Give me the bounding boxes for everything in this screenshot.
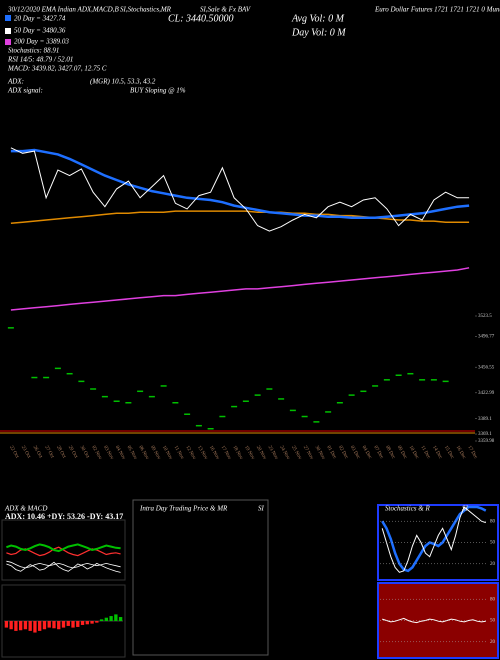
panel-subtitle: SI <box>462 505 469 513</box>
series-line <box>6 543 121 553</box>
macd-bar <box>33 621 37 633</box>
x-tick-label: 17 Dec <box>466 445 478 461</box>
info-text: RSI 14/5: 48.79 / 52.01 <box>7 56 73 64</box>
macd-bar <box>118 617 123 621</box>
series-line <box>381 506 486 573</box>
y-tick-label: 80 <box>490 519 496 524</box>
panel-title: ADX & MACD <box>4 505 47 513</box>
panel-title: Intra Day Trading Price & MR <box>139 505 228 513</box>
x-tick-label: 16 Dec <box>455 445 467 461</box>
info-text: ADX: <box>7 78 24 86</box>
macd-bar <box>114 614 118 621</box>
macd-bar <box>80 621 85 625</box>
info-text: (MGR) 10.5, 53.3, 43.2 <box>90 78 156 86</box>
macd-bar <box>47 621 51 628</box>
y-tick-label: 3422.99 <box>478 391 495 396</box>
macd-bar <box>42 621 47 630</box>
x-tick-label: 11 Nov <box>173 445 185 461</box>
macd-bar <box>52 621 56 629</box>
series-line <box>6 560 121 569</box>
x-tick-label: 02 Dec <box>337 445 349 461</box>
macd-bar <box>76 621 80 627</box>
macd-bar <box>85 621 89 625</box>
series-line <box>10 210 470 225</box>
series-line <box>382 617 486 624</box>
macd-bar <box>66 621 70 626</box>
panel-subtitle: ADX: 10.46 +DY: 53.26 -DY: 43.17 <box>5 512 123 521</box>
x-tick-label: 15 Dec <box>443 445 455 461</box>
macd-bar <box>95 621 99 623</box>
info-text: 30/12/2020 EMA Indian ADX,MACD,B <box>7 6 119 14</box>
x-tick-label: 29 Oct <box>67 445 78 460</box>
info-text: 20 Day = 3427.74 <box>14 15 66 23</box>
info-text: Day Vol: 0 M <box>291 27 346 38</box>
x-tick-label: 28 Oct <box>55 445 66 460</box>
x-tick-label: 07 Dec <box>372 445 384 461</box>
y-tick-label: 80 <box>490 597 496 602</box>
macd-bar <box>57 621 61 630</box>
y-tick-label: 3523.5 <box>478 314 492 319</box>
legend-swatch <box>5 39 11 45</box>
macd-bar <box>9 621 13 630</box>
macd-bar <box>99 619 104 621</box>
info-text: Avg Vol: 0 M <box>291 13 345 24</box>
macd-bar <box>4 621 9 628</box>
y-tick-label: 3369.1 <box>478 432 492 437</box>
macd-bar <box>14 621 18 631</box>
macd-bar <box>38 621 42 631</box>
macd-bar <box>61 621 66 628</box>
info-text: 200 Day = 3389.03 <box>14 38 69 46</box>
x-tick-label: 10 Dec <box>408 445 420 461</box>
intraday-frame <box>132 499 269 656</box>
x-tick-label: 01 Dec <box>325 445 337 461</box>
macd-bar <box>23 621 28 630</box>
info-text: 50 Day = 3480.36 <box>14 27 66 35</box>
info-text: Euro Dollar Futures 1721 1721 1721 0 Mun… <box>374 6 500 14</box>
macd-bar <box>90 621 94 624</box>
x-tick-label: 09 Dec <box>396 445 408 461</box>
x-tick-label: 27 Oct <box>43 445 54 460</box>
series-line <box>10 267 470 311</box>
info-text: SI,Sale & Fx BAV <box>200 6 251 14</box>
panel-title: Stochastics & R <box>385 505 430 513</box>
info-text: ADX signal: <box>7 87 43 95</box>
macd-bar <box>71 621 75 628</box>
legend-swatch <box>5 28 11 34</box>
macd-bar <box>109 616 113 621</box>
x-tick-label: 22 Oct <box>8 445 19 460</box>
info-text: Stochastics: 88.91 <box>8 47 59 55</box>
x-tick-label: 04 Dec <box>361 445 373 461</box>
series-line <box>381 505 487 573</box>
x-tick-label: 11 Dec <box>419 445 431 460</box>
info-text: MACD: 3439.82, 3427.07, 12.75 C <box>7 65 107 73</box>
info-text: SI,Stochastics,MR <box>120 6 172 14</box>
y-tick-label: 20 <box>490 562 496 567</box>
x-tick-label: 23 Oct <box>20 445 31 460</box>
series-line <box>10 147 470 232</box>
x-tick-label: 14 Dec <box>431 445 443 461</box>
y-tick-label: 50 <box>490 619 496 624</box>
x-tick-label: 30 Oct <box>79 445 90 460</box>
y-tick-label: 50 <box>490 541 496 546</box>
macd-frame <box>1 584 126 658</box>
x-tick-label: 26 Oct <box>32 445 43 460</box>
adx-frame <box>1 519 126 581</box>
panel-subtitle: SI <box>258 505 265 513</box>
macd-bar <box>28 621 32 631</box>
y-tick-label: 3456.55 <box>478 365 495 370</box>
y-tick-label: 3496.77 <box>478 335 495 340</box>
y-tick-label: 3359.98 <box>478 439 495 444</box>
info-text: CL: 3440.50000 <box>168 13 234 24</box>
x-tick-label: 03 Dec <box>349 445 361 461</box>
y-tick-label: 3389.1 <box>478 417 492 422</box>
y-tick-label: 20 <box>490 640 496 645</box>
legend-swatch <box>5 15 11 21</box>
macd-bar <box>18 621 23 631</box>
series-line <box>10 148 470 220</box>
x-tick-label: 08 Dec <box>384 445 396 461</box>
info-text: BUY Sloping @ 1% <box>130 87 186 95</box>
macd-bar <box>104 617 109 621</box>
